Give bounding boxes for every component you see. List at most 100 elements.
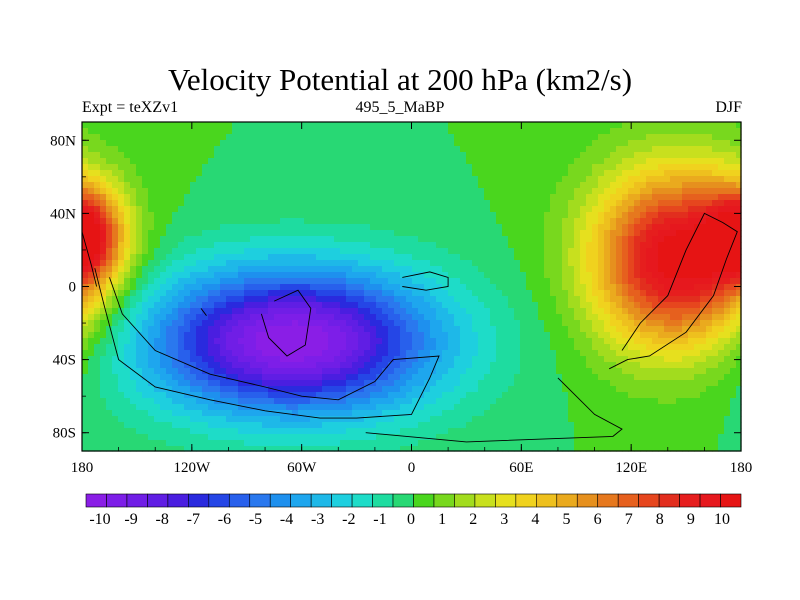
field-cell [622,230,629,237]
field-cell [238,158,245,165]
field-cell [220,344,227,351]
field-cell [232,218,239,225]
field-cell [562,248,569,255]
field-cell [544,194,551,201]
field-cell [358,362,365,369]
field-cell [292,284,299,291]
field-cell [514,398,521,405]
field-cell [442,290,449,297]
field-cell [100,236,107,243]
field-cell [424,398,431,405]
field-cell [370,254,377,261]
field-cell [328,326,335,333]
field-cell [154,242,161,249]
field-cell [454,218,461,225]
field-cell [526,182,533,189]
field-cell [250,326,257,333]
field-cell [616,314,623,321]
field-cell [196,200,203,207]
field-cell [262,296,269,303]
field-cell [286,254,293,261]
field-cell [478,266,485,273]
field-cell [478,152,485,159]
field-cell [490,128,497,135]
field-cell [544,134,551,141]
field-cell [454,152,461,159]
field-cell [490,404,497,411]
field-cell [172,296,179,303]
field-cell [550,410,557,417]
field-cell [214,386,221,393]
experiment-label: Expt = teXZv1 [82,99,179,116]
field-cell [178,350,185,357]
field-cell [466,314,473,321]
field-cell [562,332,569,339]
field-cell [592,368,599,375]
field-cell [238,296,245,303]
field-cell [106,446,113,452]
field-cell [106,404,113,411]
field-cell [532,314,539,321]
field-cell [418,356,425,363]
field-cell [460,410,467,417]
field-cell [466,230,473,237]
field-cell [280,302,287,309]
field-cell [178,302,185,309]
field-cell [178,182,185,189]
field-cell [328,446,335,452]
field-cell [250,194,257,201]
field-cell [448,326,455,333]
field-cell [118,368,125,375]
field-cell [364,236,371,243]
field-cell [514,146,521,153]
field-cell [310,266,317,273]
field-cell [202,122,209,129]
field-cell [616,368,623,375]
field-cell [544,320,551,327]
field-cell [418,152,425,159]
field-cell [82,308,89,315]
field-cell [436,260,443,267]
field-cell [520,164,527,171]
field-cell [94,194,101,201]
field-cell [172,188,179,195]
field-cell [484,344,491,351]
field-cell [190,254,197,261]
field-cell [418,446,425,452]
field-cell [586,368,593,375]
field-cell [220,350,227,357]
field-cell [598,182,605,189]
field-cell [82,254,89,261]
field-cell [364,326,371,333]
field-cell [436,290,443,297]
field-cell [502,230,509,237]
field-cell [100,338,107,345]
field-cell [94,176,101,183]
field-cell [370,296,377,303]
field-cell [448,134,455,141]
field-cell [232,290,239,297]
field-cell [586,326,593,333]
field-cell [334,344,341,351]
field-cell [160,146,167,153]
field-cell [622,272,629,279]
field-cell [178,212,185,219]
field-cell [178,374,185,381]
field-cell [616,134,623,141]
field-cell [490,326,497,333]
field-cell [298,320,305,327]
field-cell [496,404,503,411]
field-cell [244,188,251,195]
field-cell [154,296,161,303]
field-cell [370,260,377,267]
field-cell [460,290,467,297]
field-cell [472,368,479,375]
field-cell [232,176,239,183]
field-cell [358,380,365,387]
field-cell [94,278,101,285]
field-cell [112,398,119,405]
field-cell [520,242,527,249]
field-cell [310,290,317,297]
field-cell [490,134,497,141]
field-cell [490,320,497,327]
